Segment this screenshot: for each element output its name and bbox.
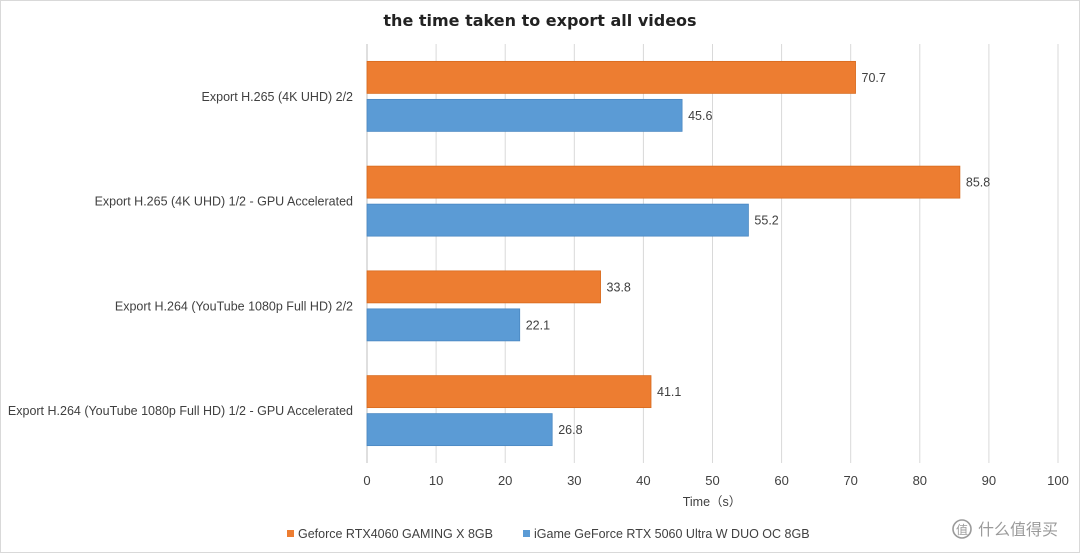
category-label: Export H.264 (YouTube 1080p Full HD) 2/2 [115, 299, 353, 313]
legend-swatch [523, 530, 530, 537]
bar [366, 60, 856, 94]
watermark: 值 什么值得买 [952, 519, 1058, 539]
bar [366, 308, 521, 342]
x-axis-title: Time（s） [683, 495, 742, 509]
data-label: 70.7 [862, 71, 886, 85]
x-tick-label: 50 [705, 473, 719, 488]
svg-text:值: 值 [956, 522, 968, 537]
bar [366, 165, 961, 199]
zhi-logo-icon: 值 [952, 519, 972, 539]
x-tick-label: 100 [1047, 473, 1069, 488]
x-tick-label: 0 [363, 473, 370, 488]
chart-title: the time taken to export all videos [383, 11, 696, 30]
category-label: Export H.265 (4K UHD) 1/2 - GPU Accelera… [95, 195, 353, 209]
bar [366, 270, 601, 304]
x-tick-label: 70 [843, 473, 857, 488]
data-label: 41.1 [657, 385, 681, 399]
bar [366, 98, 683, 132]
x-tick-label: 90 [982, 473, 996, 488]
bar [366, 203, 749, 237]
x-tick-label: 40 [636, 473, 650, 488]
data-label: 55.2 [754, 214, 778, 228]
data-label: 22.1 [526, 318, 550, 332]
data-label: 33.8 [607, 280, 631, 294]
x-tick-label: 20 [498, 473, 512, 488]
bar [366, 375, 652, 409]
x-tick-label: 30 [567, 473, 581, 488]
watermark-text: 什么值得买 [978, 520, 1058, 539]
labels: 0 10 20 30 40 50 60 70 80 90 100 Export H.265 (4K U… [8, 71, 1069, 488]
x-tick-label: 60 [774, 473, 788, 488]
legend-label: Geforce RTX4060 GAMING X 8GB [298, 527, 493, 541]
category-label: Export H.265 (4K UHD) 2/2 [202, 90, 353, 104]
bar [366, 413, 553, 447]
data-label: 45.6 [688, 109, 712, 123]
category-label: Export H.264 (YouTube 1080p Full HD) 1/2… [8, 404, 353, 418]
x-tick-label: 10 [429, 473, 443, 488]
data-label: 26.8 [558, 423, 582, 437]
legend-label: iGame GeForce RTX 5060 Ultra W DUO OC 8G… [534, 527, 810, 541]
legend-swatch [287, 530, 294, 537]
data-label: 85.8 [966, 176, 990, 190]
x-tick-label: 80 [913, 473, 927, 488]
legend: Geforce RTX4060 GAMING X 8GB iGame GeForc… [287, 527, 810, 541]
bars [366, 60, 961, 447]
